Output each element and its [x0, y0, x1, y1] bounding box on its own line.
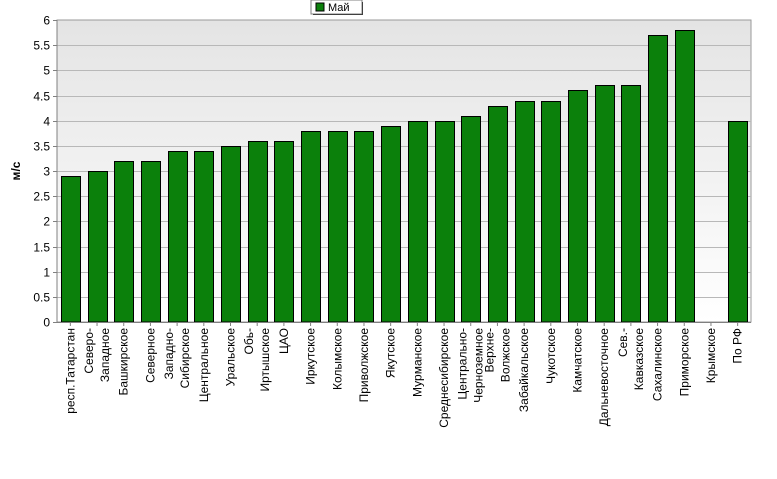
bar [328, 131, 348, 323]
x-axis: респ.Татарстан Северо- Западное Башкирское С… [57, 322, 751, 428]
y-tick-label: 6 [43, 14, 50, 28]
y-tick-label: 3.5 [33, 140, 50, 154]
x-tick-label: По РФ [731, 328, 745, 364]
bar [274, 141, 294, 323]
x-tick-label: Северо- [82, 328, 96, 374]
bar [568, 90, 588, 323]
x-tick-label: Мурманское [410, 328, 424, 397]
bar [675, 30, 695, 323]
x-tick-label: Сахалинское [651, 328, 665, 401]
y-axis: 0 0.5 1 1.5 2 2.5 3 3.5 4 4.5 5 5.5 6 [33, 14, 58, 330]
y-tick-label: 1.5 [33, 241, 50, 255]
y-tick-label: 4 [43, 115, 50, 129]
bar [88, 171, 108, 323]
x-tick-label: Колымское [330, 328, 344, 390]
bar [728, 121, 748, 323]
bar [408, 121, 428, 323]
x-tick-label: Камчатское [571, 328, 585, 393]
bar [194, 151, 214, 323]
x-tick-label: Кавказское [632, 328, 646, 391]
x-tick-label: Иртышское [258, 328, 272, 392]
x-tick-label: Забайкальское [517, 328, 531, 412]
bar [354, 131, 374, 323]
legend: Май [310, 0, 363, 15]
y-tick-label: 0 [43, 316, 50, 330]
bar [114, 161, 134, 323]
y-tick-label: 2 [43, 215, 50, 229]
x-tick-label: Дальневосточное [597, 328, 611, 427]
x-tick-label: Среднесибирское [437, 328, 451, 428]
x-tick-label: респ.Татарстан [63, 328, 77, 414]
x-tick-label: Крымское [704, 328, 718, 384]
bar [435, 121, 455, 323]
x-tick-label: Центральное [197, 328, 211, 403]
bar [301, 131, 321, 323]
bar [248, 141, 268, 323]
bar [61, 176, 81, 323]
legend-swatch [315, 2, 325, 12]
y-tick-label: 5 [43, 64, 50, 78]
x-tick-label: Чукотское [544, 328, 558, 384]
bars [61, 30, 748, 323]
x-tick-label: Уральское [224, 328, 238, 387]
x-tick-label: Верхне- [482, 328, 496, 373]
y-tick-label: 2.5 [33, 190, 50, 204]
x-tick-label: Черноземное [472, 328, 486, 403]
x-tick-label: Якутское [384, 328, 398, 378]
x-tick-label: Центрально- [456, 328, 470, 400]
y-tick-label: 5.5 [33, 39, 50, 53]
x-tick-label: Приморское [677, 328, 691, 397]
x-tick-label: Сибирское [178, 328, 192, 389]
x-tick-label: Западное [98, 328, 112, 382]
x-tick-label: ЦАО [277, 328, 291, 354]
y-tick-label: 4.5 [33, 90, 50, 104]
bar [648, 35, 668, 323]
bar [488, 106, 508, 323]
x-tick-label: Обь- [242, 328, 256, 354]
legend-label: Май [328, 2, 350, 14]
bar [461, 116, 481, 323]
x-tick-label: Северное [143, 328, 157, 383]
bar [621, 85, 641, 323]
x-tick-label: Сев.- [616, 328, 630, 357]
y-tick-label: 1 [43, 266, 50, 280]
bar [141, 161, 161, 323]
y-axis-label: м/с [9, 161, 23, 180]
x-tick-label: Волжское [498, 328, 512, 383]
x-tick-label: Башкирское [117, 328, 131, 396]
y-tick-label: 3 [43, 165, 50, 179]
bar [221, 146, 241, 323]
bar [541, 101, 561, 323]
bar [381, 126, 401, 323]
bar [168, 151, 188, 323]
y-tick-label: 0.5 [33, 291, 50, 305]
x-tick-label: Иркутское [304, 328, 318, 385]
x-tick-label: Приволжское [357, 328, 371, 403]
x-tick-label: Западно- [162, 328, 176, 379]
bar [515, 101, 535, 323]
bar [595, 85, 615, 323]
